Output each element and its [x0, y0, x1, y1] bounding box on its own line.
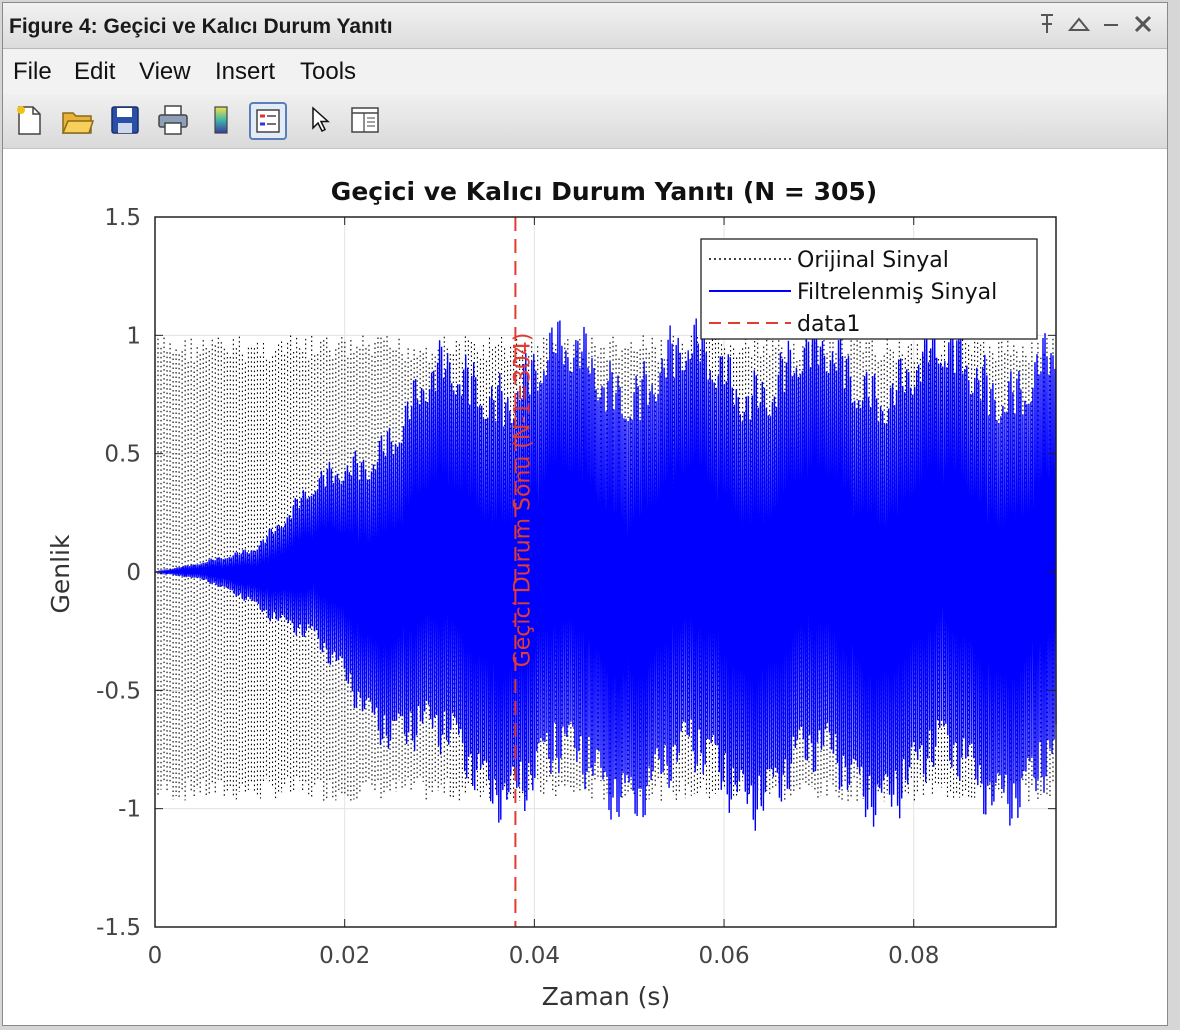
menu-bar: File Edit View Insert Tools	[3, 49, 1167, 94]
y-tick-label: -1	[118, 797, 141, 823]
triangle-up-icon	[1067, 17, 1091, 31]
line-chart: Geçici ve Kalıcı Durum Yanıtı (N = 305) …	[46, 177, 1057, 1011]
x-icon	[1134, 15, 1152, 33]
y-tick-label: 1.5	[104, 205, 141, 231]
plot-area: Geçici ve Kalıcı Durum Yanıtı (N = 305) …	[3, 149, 1167, 1025]
property-inspector-icon[interactable]	[347, 102, 385, 140]
tick-labels: 0 0.02 0.04 0.06 0.08 -1.5 -1 -0.5 0 0.5 1 1.5	[96, 205, 1056, 969]
menu-view[interactable]: View	[139, 58, 191, 85]
pin-icon-glyph	[1041, 14, 1053, 33]
x-tick-label: 0.02	[319, 943, 370, 969]
menu-insert[interactable]: Insert	[215, 58, 276, 85]
x-tick-label: 0	[148, 943, 163, 969]
menu-file[interactable]: File	[13, 58, 52, 85]
y-tick-label: 1	[126, 323, 141, 349]
x-tick-label: 0.08	[888, 943, 939, 969]
legend-label: data1	[797, 312, 861, 337]
menu-edit[interactable]: Edit	[74, 58, 116, 85]
x-axis-label: Zaman (s)	[542, 982, 670, 1011]
pointer-icon[interactable]	[301, 102, 339, 140]
y-tick-label: 0.5	[104, 442, 141, 468]
legend-icon[interactable]	[249, 102, 287, 140]
chart-title: Geçici ve Kalıcı Durum Yanıtı (N = 305)	[331, 177, 877, 206]
title-bar[interactable]: Figure 4: Geçici ve Kalıcı Durum Yanıtı	[3, 3, 1167, 49]
legend-label: Filtrelenmiş Sinyal	[797, 280, 997, 305]
y-tick-label: -1.5	[96, 915, 141, 941]
minimize-icon[interactable]	[1099, 11, 1123, 41]
filtered-signal-line	[154, 312, 1057, 831]
window-title: Figure 4: Geçici ve Kalıcı Durum Yanıtı	[9, 15, 393, 38]
open-icon[interactable]	[59, 102, 97, 140]
toolbar	[3, 94, 1167, 149]
y-tick-label: -0.5	[96, 678, 141, 704]
x-tick-label: 0.04	[509, 943, 560, 969]
y-tick-label: 0	[126, 560, 141, 586]
legend-label: Orijinal Sinyal	[797, 248, 949, 273]
print-icon[interactable]	[155, 102, 193, 140]
colorbar-icon[interactable]	[203, 102, 241, 140]
maximize-icon[interactable]	[1065, 11, 1093, 41]
dash-icon	[1104, 24, 1118, 26]
close-icon[interactable]	[1129, 11, 1157, 41]
y-axis-label: Genlik	[46, 534, 75, 613]
save-icon[interactable]	[107, 102, 145, 140]
pin-icon[interactable]	[1035, 11, 1059, 41]
new-figure-icon[interactable]	[11, 102, 49, 140]
series-filtrelenmis-sinyal	[154, 312, 1057, 831]
x-tick-label: 0.06	[698, 943, 749, 969]
transient-end-annotation: Geçici Durum Sonu (N-1=304)	[511, 333, 536, 668]
menu-tools[interactable]: Tools	[300, 58, 357, 85]
legend: Orijinal Sinyal Filtrelenmiş Sinyal data1	[700, 238, 1038, 340]
